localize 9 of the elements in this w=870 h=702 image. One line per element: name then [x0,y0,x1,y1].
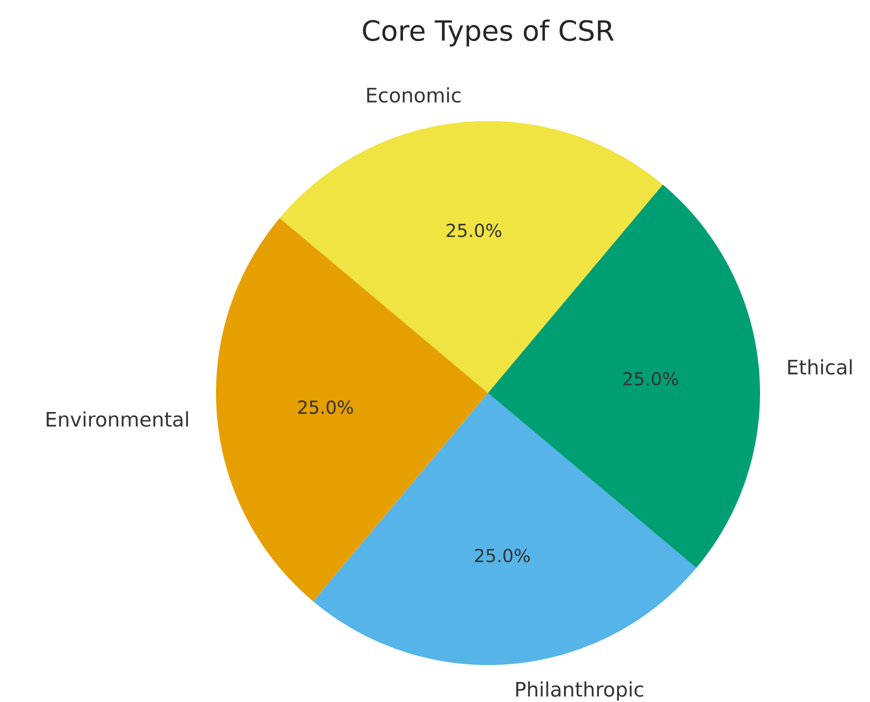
chart-title: Core Types of CSR [362,19,614,46]
data-label: 25.0% [446,224,502,238]
slice-label: Environmental [46,411,188,427]
data-label: 25.0% [298,400,353,414]
slice-label: Ethical [788,359,852,375]
slice-label: Philanthropic [516,681,644,701]
data-label: 25.0% [475,548,530,562]
slice-label: Economic [367,87,461,103]
data-label: 25.0% [623,372,678,386]
